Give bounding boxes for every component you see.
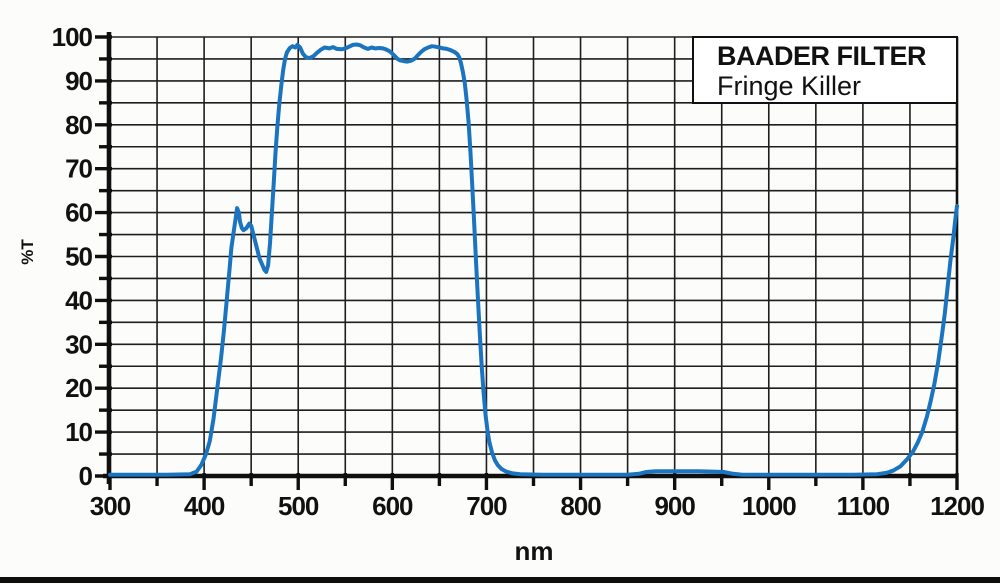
transmission-curve (108, 42, 959, 477)
x-axis-title: nm (514, 536, 554, 566)
x-tick-label: 1000 (742, 491, 796, 521)
y-tick-label: 10 (65, 417, 92, 447)
x-tick-label: 400 (184, 491, 225, 521)
x-tick-label: 500 (278, 491, 319, 521)
y-tick-label: 60 (65, 198, 92, 228)
y-tick-label: 30 (65, 329, 92, 359)
x-tick-label: 600 (372, 491, 413, 521)
y-tick-label: 40 (65, 285, 92, 315)
y-tick-label: 70 (65, 154, 92, 184)
y-tick-label: 0 (79, 461, 93, 491)
y-tick-label: 100 (52, 22, 93, 52)
x-tick-label: 1200 (930, 491, 984, 521)
bottom-border-bar (0, 577, 1000, 583)
legend-title: BAADER FILTER (717, 41, 927, 71)
x-tick-label: 300 (90, 491, 131, 521)
x-tick-label: 1100 (837, 491, 890, 521)
legend-box: BAADER FILTER Fringe Killer (692, 36, 958, 104)
y-tick-label: 50 (65, 242, 92, 272)
x-tick-label: 800 (560, 491, 601, 521)
legend-subtitle: Fringe Killer (717, 71, 862, 101)
y-tick-label: 20 (65, 373, 92, 403)
x-tick-label: 900 (654, 491, 695, 521)
y-tick-label: 80 (65, 110, 92, 140)
x-tick-label: 700 (466, 491, 507, 521)
y-axis-title: %T (18, 239, 37, 265)
y-tick-label: 90 (65, 66, 92, 96)
